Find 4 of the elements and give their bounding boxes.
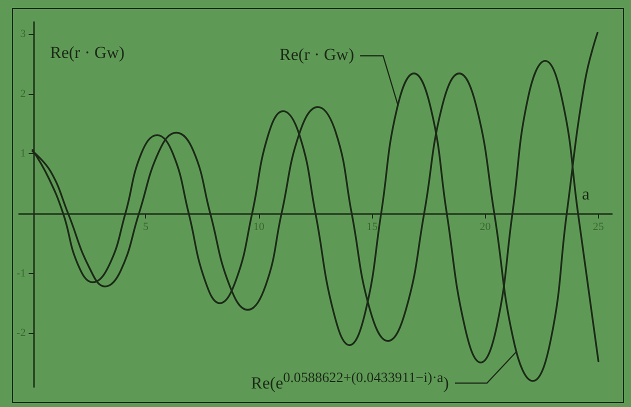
annotation: Re(e$^{0.0588622+(0.0433911−i)·a}$) <box>251 370 449 394</box>
annotation: Re(r · Gw) <box>280 44 354 65</box>
x-axis-title: a <box>582 184 590 204</box>
y-axis-title: Re(r · Gw) <box>50 43 125 62</box>
